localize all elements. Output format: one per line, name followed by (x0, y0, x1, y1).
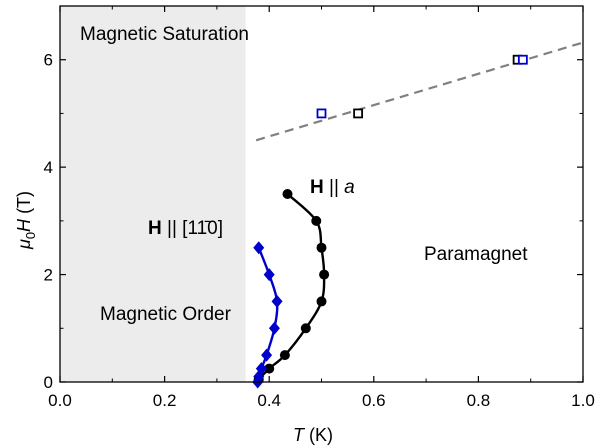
data-point-s0-7 (264, 363, 275, 374)
x-tick-label-1: 0.2 (153, 391, 177, 410)
x-tick-label-4: 0.8 (467, 391, 491, 410)
data-point-s1-4 (261, 348, 273, 362)
series-label-h-parallel-1-10: H || [11̄0] (148, 218, 223, 239)
data-point-s3-0 (316, 108, 327, 119)
data-point-s0-3 (319, 269, 330, 280)
y-tick-label-0: 0 (44, 373, 53, 392)
data-point-s1-0 (253, 241, 265, 255)
tick-labels: 0.0 0.2 0.4 0.6 0.8 1.0 0 2 4 6 (44, 51, 595, 410)
dashed-guide-line (255, 41, 584, 142)
axes (59, 5, 584, 383)
x-tick-label-0: 0.0 (48, 391, 72, 410)
y-axis-label: μ0H (T) (14, 191, 38, 250)
data-point-s0-2 (316, 242, 327, 253)
data-point-s1-2 (271, 294, 283, 308)
region-label-order: Magnetic Order (100, 304, 232, 325)
data-point-s0-4 (316, 296, 327, 307)
data-point-s3-1 (517, 54, 528, 65)
data-point-s1-3 (268, 321, 280, 335)
y-tick-label-2: 4 (44, 158, 53, 177)
data-point-s0-6 (279, 350, 290, 361)
x-tick-label-3: 0.6 (362, 391, 386, 410)
data-point-s0-0 (282, 189, 293, 199)
x-tick-label-2: 0.4 (257, 391, 281, 410)
y-tick-label-3: 6 (44, 51, 53, 70)
series-label-h-parallel-a: H || a (310, 177, 355, 198)
y-tick-label-1: 2 (44, 266, 53, 285)
series-curve-1 (256, 247, 279, 383)
saturation-guide-line (255, 41, 584, 142)
shaded-region-rect (60, 6, 246, 382)
data-markers (252, 54, 528, 389)
x-tick-label-5: 1.0 (571, 391, 595, 410)
data-point-s2-0 (353, 108, 364, 119)
magnetic-order-shaded-region (60, 6, 246, 382)
region-label-paramagnet: Paramagnet (424, 244, 528, 265)
x-axis-label: T (K) (293, 425, 333, 445)
data-point-s0-5 (300, 323, 311, 334)
data-point-s0-1 (311, 215, 322, 226)
region-label-saturation: Magnetic Saturation (80, 24, 249, 45)
data-point-s1-1 (263, 268, 275, 282)
